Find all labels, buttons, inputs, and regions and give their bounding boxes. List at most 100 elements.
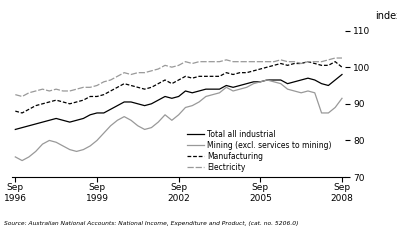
Manufacturing — [285, 64, 290, 67]
Manufacturing — [312, 62, 317, 65]
Electricity — [142, 71, 147, 74]
Total all industrial — [74, 119, 79, 122]
Mining (excl. services to mining) — [81, 148, 86, 151]
Total all industrial — [197, 90, 201, 92]
Mining (excl. services to mining) — [326, 112, 331, 114]
Electricity — [40, 88, 45, 91]
Electricity — [306, 60, 310, 63]
Mining (excl. services to mining) — [108, 124, 113, 127]
Electricity — [88, 86, 93, 89]
Manufacturing — [163, 79, 168, 81]
Mining (excl. services to mining) — [163, 114, 168, 116]
Manufacturing — [47, 101, 52, 103]
Total all industrial — [61, 119, 66, 122]
Legend: Total all industrial, Mining (excl. services to mining), Manufacturing, Electric: Total all industrial, Mining (excl. serv… — [187, 130, 331, 172]
Electricity — [129, 73, 133, 76]
Mining (excl. services to mining) — [142, 128, 147, 131]
Mining (excl. services to mining) — [67, 148, 72, 151]
Mining (excl. services to mining) — [319, 112, 324, 114]
Manufacturing — [142, 88, 147, 91]
Electricity — [258, 60, 263, 63]
Electricity — [237, 60, 242, 63]
Manufacturing — [299, 62, 304, 65]
Total all industrial — [204, 88, 208, 91]
Manufacturing — [135, 86, 140, 89]
Total all industrial — [101, 112, 106, 114]
Total all industrial — [142, 104, 147, 107]
Line: Electricity: Electricity — [15, 58, 342, 96]
Mining (excl. services to mining) — [122, 115, 127, 118]
Mining (excl. services to mining) — [204, 95, 208, 98]
Manufacturing — [88, 95, 93, 98]
Mining (excl. services to mining) — [13, 155, 18, 158]
Electricity — [13, 93, 18, 96]
Mining (excl. services to mining) — [74, 150, 79, 153]
Electricity — [94, 84, 99, 87]
Electricity — [204, 60, 208, 63]
Total all industrial — [272, 79, 276, 81]
Electricity — [265, 60, 270, 63]
Electricity — [54, 88, 58, 91]
Mining (excl. services to mining) — [285, 88, 290, 91]
Total all industrial — [210, 88, 215, 91]
Total all industrial — [149, 102, 154, 105]
Total all industrial — [237, 84, 242, 87]
Text: Source: Australian National Accounts: National Income, Expenditure and Product, : Source: Australian National Accounts: Na… — [4, 221, 299, 226]
Manufacturing — [94, 95, 99, 98]
Electricity — [115, 75, 120, 78]
Electricity — [231, 60, 235, 63]
Mining (excl. services to mining) — [149, 126, 154, 129]
Total all industrial — [170, 97, 174, 100]
Total all industrial — [40, 121, 45, 123]
Total all industrial — [47, 119, 52, 122]
Total all industrial — [244, 82, 249, 85]
Electricity — [27, 91, 31, 94]
Total all industrial — [312, 79, 317, 81]
Mining (excl. services to mining) — [33, 150, 38, 153]
Total all industrial — [94, 112, 99, 114]
Manufacturing — [115, 86, 120, 89]
Manufacturing — [197, 75, 201, 78]
Total all industrial — [285, 82, 290, 85]
Manufacturing — [33, 104, 38, 107]
Mining (excl. services to mining) — [251, 82, 256, 85]
Total all industrial — [333, 79, 337, 81]
Manufacturing — [74, 101, 79, 103]
Electricity — [210, 60, 215, 63]
Mining (excl. services to mining) — [129, 119, 133, 122]
Manufacturing — [190, 77, 195, 79]
Mining (excl. services to mining) — [190, 104, 195, 107]
Mining (excl. services to mining) — [94, 139, 99, 142]
Total all industrial — [163, 95, 168, 98]
Manufacturing — [176, 79, 181, 81]
Electricity — [149, 69, 154, 72]
Manufacturing — [258, 68, 263, 70]
Mining (excl. services to mining) — [339, 97, 344, 100]
Manufacturing — [20, 112, 25, 114]
Total all industrial — [115, 104, 120, 107]
Electricity — [272, 60, 276, 63]
Electricity — [81, 86, 86, 89]
Manufacturing — [149, 86, 154, 89]
Mining (excl. services to mining) — [176, 114, 181, 116]
Mining (excl. services to mining) — [101, 132, 106, 134]
Mining (excl. services to mining) — [258, 80, 263, 83]
Electricity — [108, 79, 113, 81]
Line: Manufacturing: Manufacturing — [15, 62, 342, 113]
Mining (excl. services to mining) — [115, 119, 120, 122]
Mining (excl. services to mining) — [333, 106, 337, 109]
Electricity — [217, 60, 222, 63]
Manufacturing — [170, 82, 174, 85]
Mining (excl. services to mining) — [292, 90, 297, 92]
Electricity — [319, 60, 324, 63]
Mining (excl. services to mining) — [88, 145, 93, 147]
Total all industrial — [122, 101, 127, 103]
Mining (excl. services to mining) — [231, 90, 235, 92]
Total all industrial — [339, 73, 344, 76]
Mining (excl. services to mining) — [61, 145, 66, 147]
Electricity — [163, 64, 168, 67]
Total all industrial — [326, 84, 331, 87]
Total all industrial — [251, 80, 256, 83]
Total all industrial — [81, 117, 86, 120]
Electricity — [33, 90, 38, 92]
